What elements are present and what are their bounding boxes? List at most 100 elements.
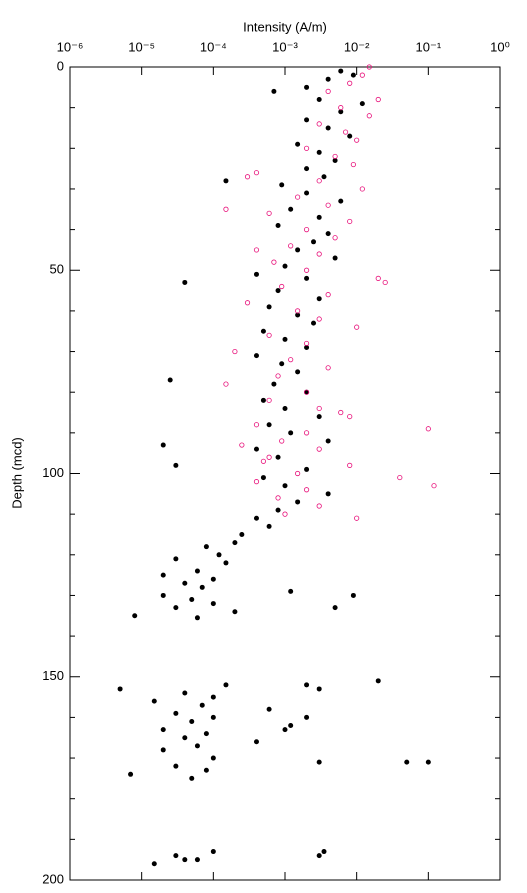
data-point bbox=[304, 389, 310, 395]
data-point bbox=[282, 336, 288, 342]
data-point bbox=[338, 105, 344, 111]
data-point bbox=[304, 166, 310, 172]
data-point bbox=[151, 861, 157, 867]
data-point bbox=[303, 227, 310, 233]
data-point bbox=[189, 775, 195, 781]
data-point bbox=[375, 678, 381, 684]
data-point bbox=[182, 580, 188, 586]
data-point bbox=[223, 178, 229, 184]
data-point bbox=[253, 353, 259, 359]
data-point bbox=[160, 592, 166, 598]
data-point bbox=[303, 487, 310, 493]
y-tick-label: 100 bbox=[42, 465, 64, 480]
data-point bbox=[347, 462, 353, 468]
data-point bbox=[425, 759, 431, 765]
data-point bbox=[199, 584, 205, 590]
data-point bbox=[295, 141, 301, 147]
data-point bbox=[271, 381, 277, 387]
data-point bbox=[266, 210, 272, 216]
data-point bbox=[173, 853, 179, 859]
data-point bbox=[260, 328, 266, 334]
data-point bbox=[216, 552, 222, 558]
data-point bbox=[160, 442, 166, 448]
data-point bbox=[210, 755, 216, 761]
data-point bbox=[316, 503, 322, 509]
data-point bbox=[244, 300, 251, 306]
x-tick-label: 10⁰ bbox=[490, 39, 510, 54]
x-tick-label: 10⁻³ bbox=[272, 39, 298, 54]
data-point bbox=[282, 483, 288, 489]
data-point bbox=[253, 271, 259, 277]
data-point bbox=[332, 605, 338, 611]
data-point bbox=[316, 405, 322, 412]
data-point bbox=[132, 613, 138, 619]
data-point bbox=[282, 511, 288, 517]
data-point bbox=[189, 597, 195, 603]
data-point bbox=[182, 279, 188, 285]
data-point bbox=[275, 373, 281, 379]
data-point bbox=[203, 767, 209, 773]
data-point bbox=[359, 72, 365, 78]
y-tick-label: 150 bbox=[42, 668, 64, 683]
data-point bbox=[275, 454, 281, 460]
data-point bbox=[253, 515, 259, 521]
data-point bbox=[239, 531, 245, 537]
data-point bbox=[316, 178, 322, 184]
data-point bbox=[151, 698, 157, 704]
data-point bbox=[279, 182, 285, 188]
data-point bbox=[282, 405, 288, 411]
data-point bbox=[194, 568, 200, 574]
data-point bbox=[332, 235, 338, 241]
data-point bbox=[325, 438, 331, 444]
data-point bbox=[253, 422, 260, 428]
data-point bbox=[316, 296, 322, 302]
data-point bbox=[282, 727, 288, 733]
data-point bbox=[311, 320, 317, 326]
data-point bbox=[304, 682, 310, 688]
data-point bbox=[260, 458, 267, 464]
data-point bbox=[316, 251, 322, 257]
y-tick-label: 200 bbox=[42, 871, 64, 886]
data-point bbox=[338, 68, 344, 74]
data-point bbox=[266, 332, 272, 338]
data-point bbox=[253, 170, 260, 176]
data-point bbox=[325, 231, 331, 237]
data-point bbox=[316, 316, 322, 322]
data-point bbox=[350, 161, 356, 168]
data-point bbox=[304, 344, 310, 350]
data-point bbox=[332, 255, 338, 261]
data-point bbox=[288, 588, 294, 594]
data-point bbox=[304, 275, 310, 281]
data-point bbox=[173, 462, 179, 468]
y-axis-label: Depth (mcd) bbox=[9, 437, 24, 509]
data-point bbox=[189, 718, 195, 724]
data-point bbox=[210, 576, 216, 582]
data-point bbox=[332, 153, 338, 160]
data-point bbox=[342, 129, 349, 135]
plot-frame bbox=[69, 66, 501, 881]
data-point bbox=[325, 76, 331, 82]
data-point bbox=[338, 409, 344, 416]
data-point bbox=[210, 714, 216, 720]
data-point bbox=[260, 475, 266, 481]
data-point bbox=[325, 292, 331, 298]
data-point bbox=[182, 735, 188, 741]
data-point bbox=[117, 686, 123, 692]
data-point bbox=[271, 259, 277, 265]
data-point bbox=[295, 308, 301, 314]
data-point bbox=[223, 682, 229, 688]
data-point bbox=[160, 747, 166, 753]
data-point bbox=[295, 470, 301, 477]
data-point bbox=[316, 759, 322, 765]
data-point bbox=[295, 369, 301, 375]
data-point bbox=[303, 389, 310, 395]
data-point bbox=[316, 214, 322, 220]
y-tick-label: 0 bbox=[57, 58, 64, 73]
data-point bbox=[295, 312, 301, 318]
data-point bbox=[316, 414, 322, 420]
data-point bbox=[311, 239, 317, 245]
data-point bbox=[316, 149, 322, 155]
data-point bbox=[223, 560, 229, 566]
data-point bbox=[182, 690, 188, 696]
data-point bbox=[160, 572, 166, 578]
